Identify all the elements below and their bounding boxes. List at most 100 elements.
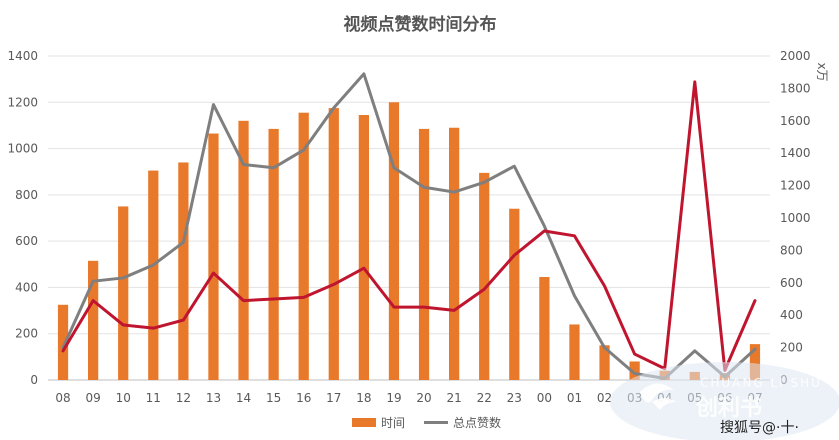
total-likes-point [302,148,305,152]
x-tick-label: 14 [236,391,251,405]
bar [569,324,580,380]
red-series-line [61,80,757,372]
legend-label-time: 时间 [381,416,405,430]
total-likes-line [61,72,757,380]
x-tick-label: 15 [266,391,281,405]
red-series-point [362,267,366,270]
watermark-source-text: 搜狐号@·十· [720,420,799,436]
right-tick-label: 600 [780,276,803,290]
left-tick-label: 400 [15,280,38,294]
red-series-point [392,305,396,309]
bar [449,127,460,380]
x-tick-label: 11 [146,391,161,405]
left-tick-label: 600 [15,234,38,248]
red-series-point [272,297,275,301]
total-likes-point [362,72,366,76]
total-likes-point [452,190,456,194]
total-likes-point [272,166,275,169]
legend-swatch-time [352,418,376,427]
left-tick-label: 800 [15,188,38,202]
left-axis-ticks: 0 200 400 600 800 1000 1200 1400 [7,49,38,387]
bar [479,172,490,380]
bar [268,128,279,380]
total-likes-point [91,279,95,283]
right-tick-label: 1000 [780,211,811,225]
red-series-point [61,349,65,353]
red-series-point [182,318,185,322]
legend: 时间 总点赞数 [352,415,501,430]
gridlines [48,55,770,381]
x-tick-label: 20 [416,391,431,405]
right-tick-label: 400 [780,308,803,322]
bar [749,344,761,380]
bar [118,206,129,380]
red-series-point [573,234,576,238]
red-series-point [242,299,245,302]
red-series-point [122,323,125,327]
bar [539,277,550,380]
red-series-point [452,309,456,312]
bar [208,133,219,380]
total-likes-point [633,372,636,375]
red-series-point [543,229,546,233]
legend-label-total-likes: 总点赞数 [453,415,501,430]
right-tick-label: 1600 [780,114,811,128]
right-tick-label: 2000 [780,49,811,63]
red-series-point [633,352,636,356]
total-likes-point [603,346,606,349]
x-tick-label: 12 [176,391,191,405]
bar [509,208,520,380]
total-likes-point [212,103,215,106]
bar [629,361,640,380]
x-tick-label: 17 [326,391,341,405]
bar [418,128,430,380]
total-likes-point [182,241,185,244]
red-series-point [603,284,606,288]
watermark-main-text: 创利书 [695,396,762,421]
red-series-point [513,254,516,257]
bar [599,345,610,380]
total-likes-point [332,106,335,110]
right-tick-label: 1200 [780,179,811,193]
bar [178,162,189,380]
left-tick-label: 1200 [7,95,38,109]
red-series-point [302,296,305,299]
x-tick-label: 19 [386,391,401,405]
bar [328,108,339,381]
red-series-point [212,271,215,275]
total-likes-point [122,276,125,280]
bar [358,115,369,380]
line-series [61,72,757,380]
total-likes-point [573,294,576,297]
x-tick-label: 09 [85,391,100,405]
left-tick-label: 1400 [7,49,38,63]
total-likes-point [152,263,155,267]
watermark: CHUANG LI SHU 创利书 搜狐号@·十· [610,362,839,440]
right-tick-label: 200 [780,341,803,355]
right-tick-label: 800 [780,243,803,257]
right-tick-label: 1800 [780,81,811,95]
watermark-logo-icon [640,383,676,410]
x-tick-label: 18 [356,391,371,405]
x-tick-label: 13 [206,391,221,405]
x-tick-label: 16 [296,391,311,405]
bar [298,112,309,380]
red-series-point [753,299,757,302]
total-likes-point [693,349,696,353]
red-series-point [483,288,486,291]
bar [57,304,69,380]
bar [88,260,99,380]
total-likes-point [753,348,757,351]
total-likes-point [483,181,486,184]
right-tick-label: 1400 [780,146,811,160]
x-tick-label: 21 [446,391,461,405]
left-tick-label: 1000 [7,142,38,156]
bar [148,170,159,380]
red-series-point [422,305,426,309]
x-tick-label: 00 [537,391,552,405]
total-likes-point [242,163,245,166]
x-tick-label: 02 [597,391,612,405]
